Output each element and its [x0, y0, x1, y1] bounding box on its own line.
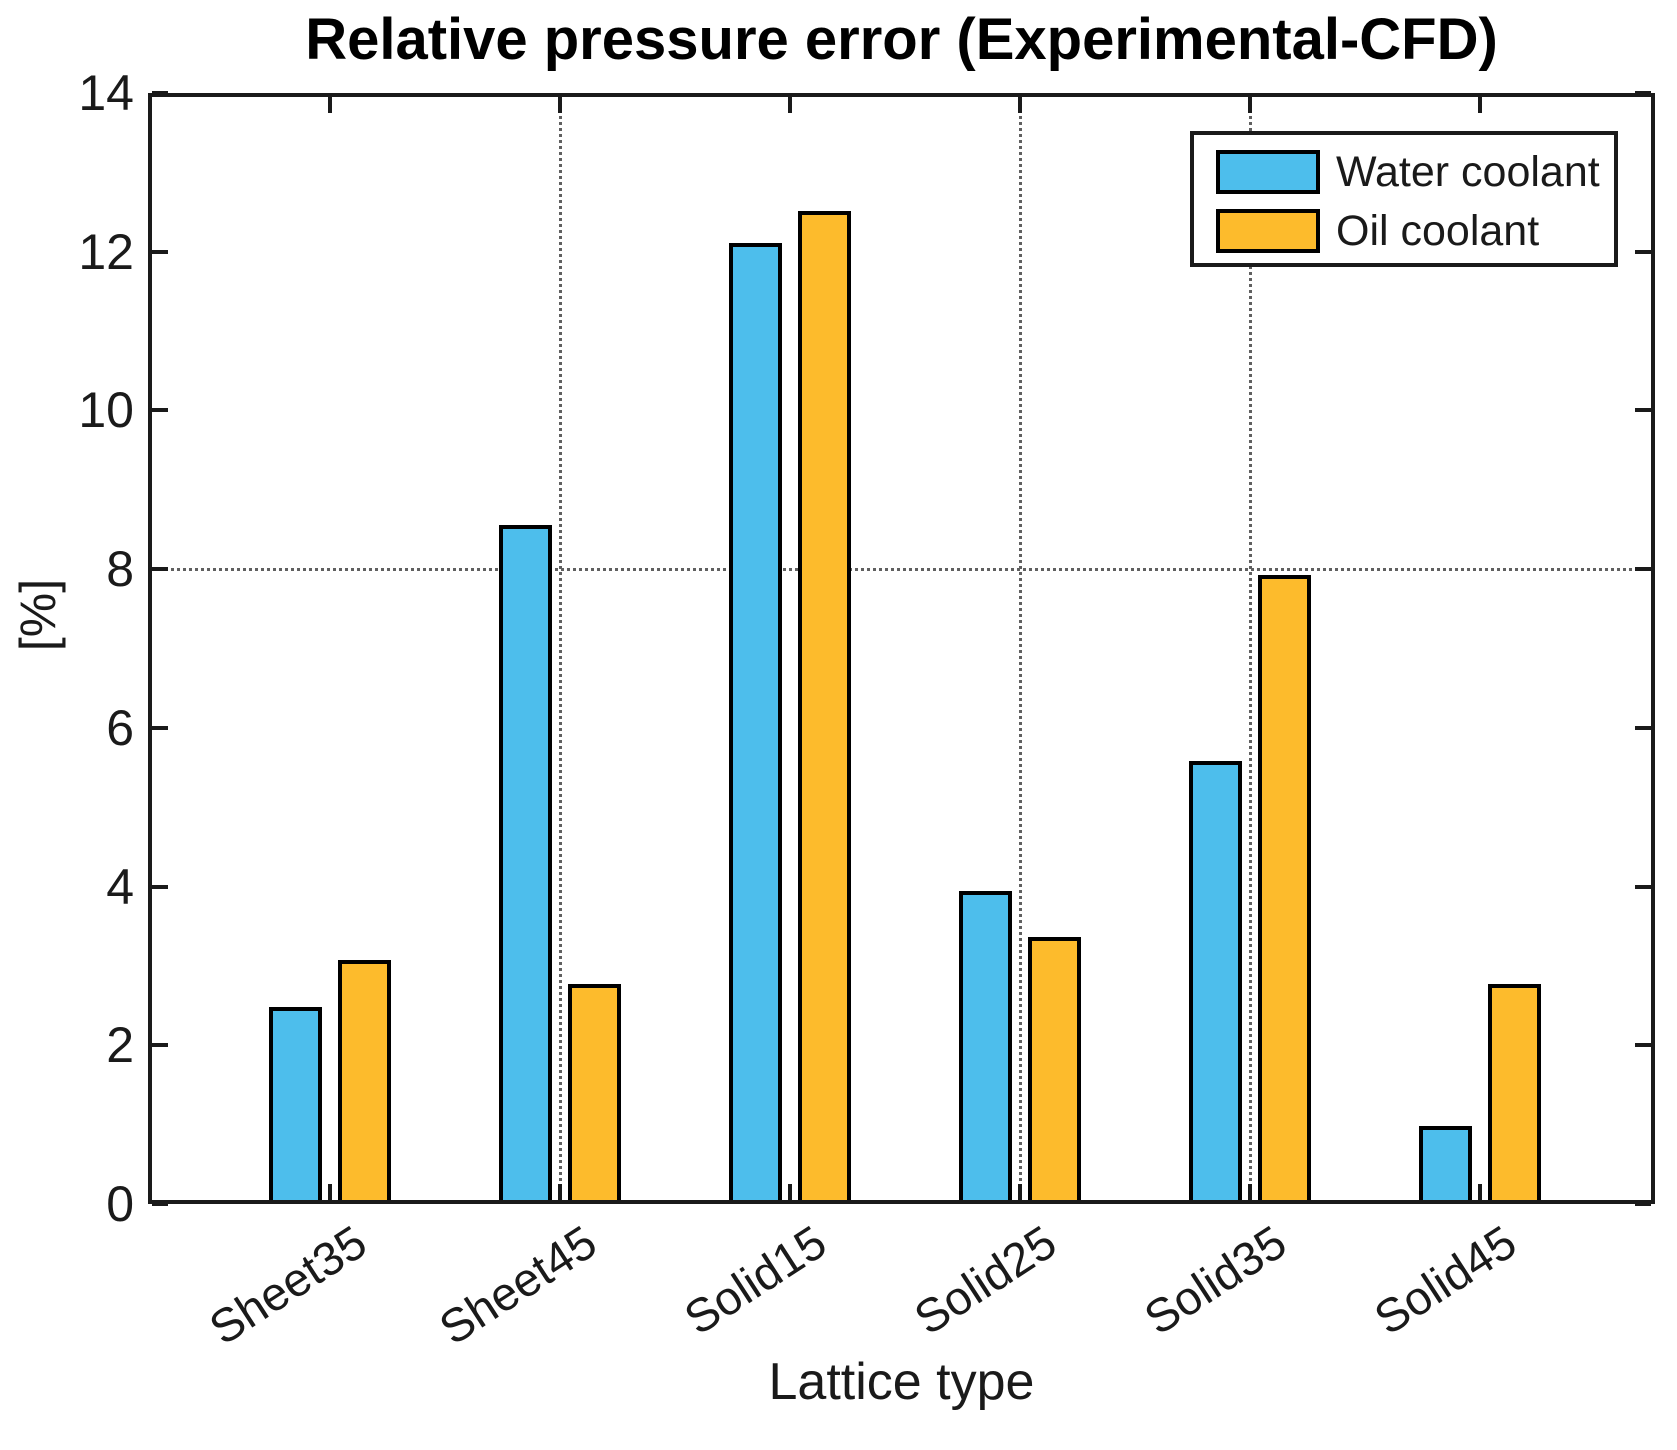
x-tick-mark-bottom — [328, 1184, 332, 1200]
x-tick-mark-bottom — [1478, 1184, 1482, 1200]
bar-oil-coolant-solid15 — [798, 211, 851, 1204]
bar-oil-coolant-solid45 — [1488, 984, 1541, 1204]
y-tick-label: 2 — [106, 1017, 134, 1074]
y-tick-mark — [1635, 567, 1651, 572]
y-tick-label: 8 — [106, 541, 134, 598]
y-tick-label: 14 — [78, 65, 134, 121]
x-tick-mark-top — [1018, 97, 1022, 113]
legend-label-water: Water coolant — [1336, 148, 1600, 196]
y-tick-mark — [152, 249, 168, 254]
y-tick-mark — [152, 567, 168, 572]
y-tick-mark — [1635, 884, 1651, 889]
bar-water-coolant-solid15 — [729, 242, 782, 1204]
y-tick-mark — [152, 884, 168, 889]
x-tick-mark-bottom — [558, 1184, 562, 1200]
bar-oil-coolant-solid25 — [1028, 937, 1081, 1204]
bar-water-coolant-sheet45 — [499, 524, 552, 1204]
x-tick-mark-bottom — [788, 1184, 792, 1200]
y-tick-mark — [1635, 249, 1651, 254]
x-tick-label: Sheet45 — [429, 1214, 606, 1355]
bar-water-coolant-sheet35 — [269, 1007, 322, 1204]
y-tick-label: 10 — [78, 382, 134, 439]
legend-swatch-oil — [1216, 209, 1320, 253]
chart-title: Relative pressure error (Experimental-CF… — [305, 7, 1498, 72]
y-tick-mark — [152, 408, 168, 413]
bar-water-coolant-solid25 — [959, 891, 1012, 1204]
bar-oil-coolant-sheet45 — [568, 984, 621, 1204]
y-tick-mark — [1635, 725, 1651, 730]
gridline-vertical — [559, 93, 562, 1204]
x-tick-mark-bottom — [1248, 1184, 1252, 1200]
x-tick-label: Sheet35 — [199, 1214, 376, 1355]
x-tick-label: Solid15 — [675, 1214, 836, 1345]
x-tick-label: Solid45 — [1365, 1214, 1526, 1345]
y-tick-mark — [152, 1043, 168, 1048]
y-tick-mark — [1635, 1202, 1651, 1206]
x-tick-label: Solid25 — [905, 1214, 1066, 1345]
y-tick-mark — [1635, 91, 1651, 95]
y-tick-label: 6 — [106, 699, 134, 756]
y-tick-label: 12 — [78, 223, 134, 280]
y-tick-mark — [1635, 408, 1651, 413]
x-tick-mark-top — [558, 97, 562, 113]
x-tick-mark-top — [1248, 97, 1252, 113]
y-tick-label: 4 — [106, 858, 134, 915]
y-tick-mark — [152, 1202, 168, 1206]
bar-water-coolant-solid35 — [1189, 761, 1242, 1204]
gridline-vertical — [1249, 93, 1252, 1204]
bar-oil-coolant-sheet35 — [338, 960, 391, 1204]
legend-swatch-water — [1216, 150, 1320, 194]
x-axis-label: Lattice type — [768, 1353, 1035, 1411]
legend-label-oil: Oil coolant — [1336, 207, 1540, 255]
gridline-vertical — [1019, 93, 1022, 1204]
y-tick-mark — [1635, 1043, 1651, 1048]
y-tick-label: 0 — [106, 1176, 134, 1232]
y-tick-mark — [152, 91, 168, 95]
bar-water-coolant-solid45 — [1419, 1126, 1472, 1204]
x-tick-mark-top — [788, 97, 792, 113]
x-tick-label: Solid35 — [1135, 1214, 1296, 1345]
x-tick-mark-bottom — [1018, 1184, 1022, 1200]
gridline-horizontal — [148, 568, 1655, 572]
legend: Water coolant Oil coolant — [1190, 131, 1618, 267]
x-tick-mark-top — [1478, 97, 1482, 113]
y-tick-mark — [152, 725, 168, 730]
bar-oil-coolant-solid35 — [1258, 574, 1311, 1204]
x-tick-mark-top — [328, 97, 332, 113]
